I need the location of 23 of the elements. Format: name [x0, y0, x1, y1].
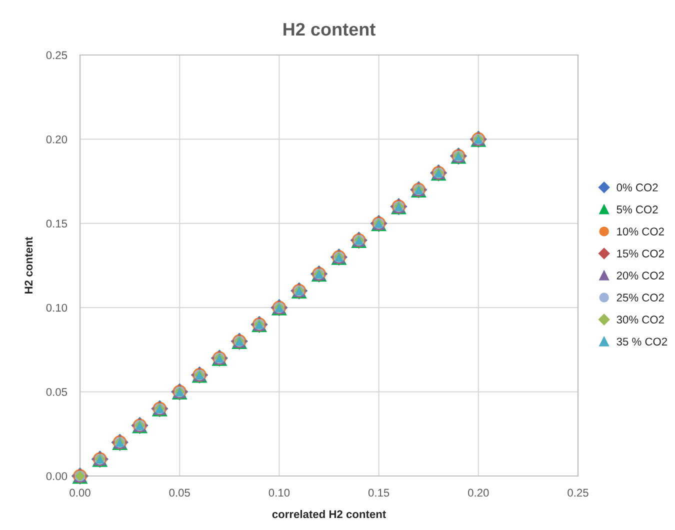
x-tick-label: 0.10: [268, 488, 290, 497]
legend-label: 25% CO2: [616, 294, 664, 302]
legend-label: 35 % CO2: [616, 338, 668, 346]
y-axis-title: H2 content: [24, 236, 33, 294]
x-tick-label: 0.20: [468, 488, 489, 497]
x-tick-label: 0.00: [70, 488, 90, 497]
y-tick-label: 0.05: [46, 388, 68, 396]
legend-label: 30% CO2: [616, 316, 664, 324]
chart-title: H2 content: [284, 22, 376, 36]
y-tick-label: 0.10: [46, 304, 68, 312]
x-tick-label: 0.15: [368, 488, 390, 497]
y-tick-label: 0.15: [46, 220, 68, 228]
y-tick-label: 0.00: [46, 472, 68, 480]
legend-label: 5% CO2: [616, 206, 658, 214]
x-tick-label: 0.25: [568, 488, 588, 497]
legend-label: 10% CO2: [617, 228, 664, 236]
legend-label: 15% CO2: [617, 250, 664, 258]
y-tick-label: 0.20: [46, 135, 68, 144]
legend-label: 20% CO2: [616, 272, 664, 280]
x-axis-title: correlated H2 content: [272, 510, 386, 518]
x-tick-label: 0.05: [169, 488, 190, 497]
legend-label: 0% CO2: [616, 184, 658, 192]
y-tick-label: 0.25: [46, 51, 68, 60]
